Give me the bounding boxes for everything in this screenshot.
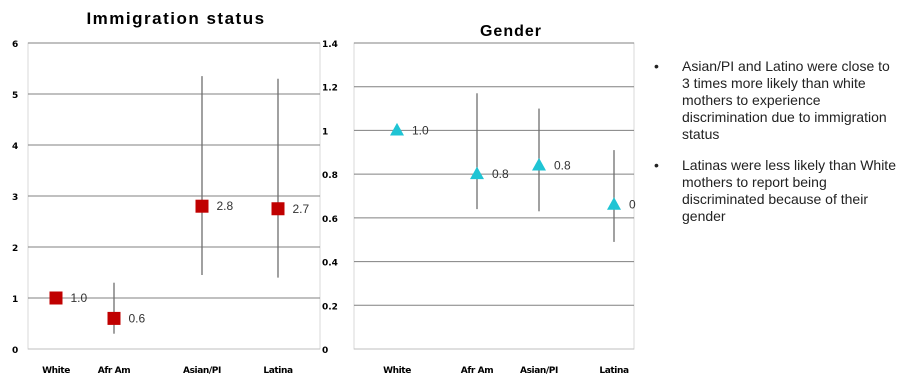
point-marker [271,202,285,216]
finding-text: Asian/PI and Latino were close to 3 time… [682,58,890,142]
immigration-status-svg: Immigration status 0 1 2 3 4 5 6 White Afr Am Asia… [12,9,321,376]
chart-title: Gender [480,23,542,40]
point-marker [195,199,209,213]
x-tick-label: White [383,366,411,376]
point-marker [607,197,621,210]
gender-svg: Gender 0 0.2 0.4 0.6 0.8 1 1.2 1.4 White Afr Am Asi… [322,23,646,376]
data-label: 2.8 [217,199,234,213]
gender-chart: Gender 0 0.2 0.4 0.6 0.8 1 1.2 1.4 White Afr Am Asi… [318,0,646,381]
finding-item: • Latinas were less likely than White mot… [648,157,898,225]
y-tick-label: 6 [12,40,18,50]
chart-title: Immigration status [86,9,265,28]
point-marker [49,291,63,305]
x-tick-label: Latina [599,366,629,376]
y-tick-label: 0.8 [322,171,338,181]
x-tick-label: Afr Am [461,366,493,376]
y-tick-label: 0 [12,346,18,356]
data-label: 1.0 [71,291,88,305]
data-label: 1.0 [412,123,429,137]
x-tick-label: Asian/PI [520,366,558,376]
x-tick-label: White [42,366,70,376]
y-tick-label: 3 [12,193,18,203]
y-tick-label: 1.4 [322,40,338,50]
x-tick-label: Afr Am [98,366,130,376]
immigration-status-chart: Immigration status 0 1 2 3 4 5 6 White Afr Am Asia… [0,0,340,381]
y-tick-label: 1.2 [322,84,338,94]
point-marker [107,311,121,325]
y-tick-label: 0.6 [322,215,338,225]
point-marker [532,157,546,171]
point-marker [470,166,484,180]
finding-item: • Asian/PI and Latino were close to 3 tim… [648,58,898,143]
plot-area [353,42,635,350]
point-marker [390,122,404,136]
y-tick-label: 4 [12,142,18,152]
bullet-icon: • [654,58,659,74]
data-label: 0.8 [492,167,509,181]
y-tick-label: 1 [322,127,328,137]
y-tick-label: 0 [322,346,328,356]
data-label: 0.7 [629,198,636,212]
finding-text: Latinas were less likely than White moth… [682,157,896,224]
data-label: 0.8 [554,158,571,172]
x-tick-label: Latina [263,366,293,376]
y-tick-label: 1 [12,295,18,305]
y-tick-label: 0.4 [322,259,338,269]
data-label: 2.7 [293,202,310,216]
x-tick-label: Asian/PI [183,366,221,376]
data-label: 0.6 [129,311,146,325]
y-tick-label: 5 [12,91,18,101]
bullet-icon: • [654,157,659,173]
findings-list: • Asian/PI and Latino were close to 3 tim… [648,58,898,239]
y-tick-label: 2 [12,244,18,254]
y-tick-label: 0.2 [322,302,338,312]
